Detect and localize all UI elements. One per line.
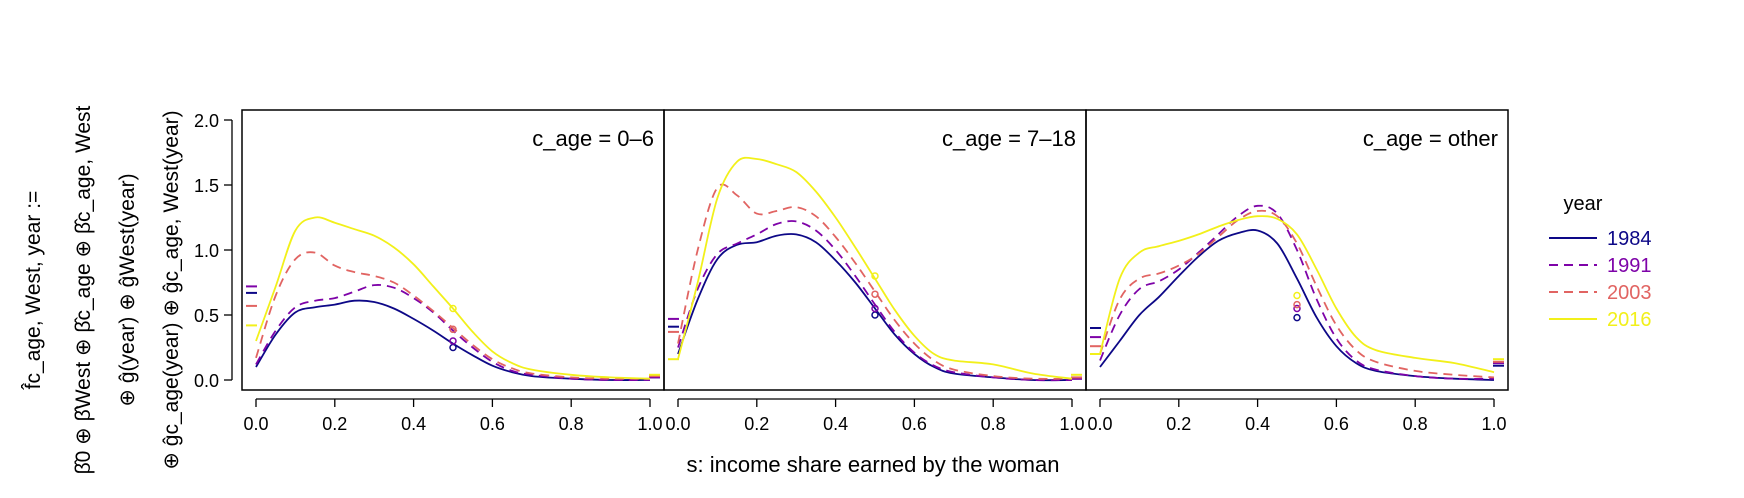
legend: year 1984 1991 2003 2016	[1549, 193, 1652, 331]
point-mass-half-1991	[1293, 304, 1301, 313]
x-tick-label: 0.6	[480, 414, 505, 434]
x-tick-label: 0.0	[243, 414, 268, 434]
x-tick-label: 0.6	[902, 414, 927, 434]
x-axis: 0.0 0.2 0.4 0.6 0.8 1.0	[665, 398, 1085, 434]
series-line-1984	[255, 299, 651, 381]
x-tick-label: 0.4	[1245, 414, 1270, 434]
panel-3: c_age = other 0.0 0.2 0.4 0.6 0.8 1.0	[1085, 109, 1509, 434]
legend-label: 1984	[1607, 228, 1652, 250]
y-axis-label-line-2: β̂0 ⊕ β̂West ⊕ β̂c_age ⊕ β̂c_age, West	[72, 105, 95, 474]
series-line-1991	[677, 220, 1073, 382]
point-mass-half-2016	[1293, 291, 1301, 300]
series-line-2016	[677, 156, 1073, 380]
x-axis: 0.0 0.2 0.4 0.6 0.8 1.0	[243, 398, 663, 434]
point-mass-half-1991	[449, 337, 457, 345]
y-tick-label: 0.0	[194, 371, 219, 391]
x-tick-label: 0.8	[1403, 414, 1428, 434]
series-line-1984	[677, 233, 1073, 382]
y-tick-label: 1.0	[194, 241, 219, 261]
x-tick-label: 0.8	[559, 414, 584, 434]
x-tick-label: 1.0	[637, 414, 662, 434]
x-tick-label: 1.0	[1481, 414, 1506, 434]
legend-label: 2003	[1607, 282, 1652, 304]
y-axis-label-line-1: f̂c_age, West, year :=	[22, 191, 45, 391]
x-tick-label: 0.8	[981, 414, 1006, 434]
panel-title: c_age = other	[1363, 126, 1498, 151]
panel-frame	[241, 109, 665, 391]
x-tick-label: 0.6	[1324, 414, 1349, 434]
series-line-1991	[1099, 204, 1495, 380]
y-axis-label: f̂c_age, West, year := β̂0 ⊕ β̂West ⊕ β̂…	[22, 105, 183, 474]
series-line-1984	[1099, 229, 1495, 381]
point-mass-half-1991	[871, 304, 879, 313]
legend-label: 1991	[1607, 255, 1652, 277]
x-tick-label: 0.0	[665, 414, 690, 434]
panel-title: c_age = 0–6	[532, 126, 654, 151]
x-tick-label: 1.0	[1059, 414, 1084, 434]
x-tick-label: 0.4	[401, 414, 426, 434]
y-tick-label: 1.5	[194, 176, 219, 196]
point-mass-half-2016	[871, 272, 879, 280]
y-axis-label-line-3: ⊕ ĝ(year) ⊕ ĝWest(year)	[116, 173, 139, 406]
x-tick-label: 0.0	[1087, 414, 1112, 434]
legend-label: 2016	[1607, 309, 1652, 331]
point-mass-half-1984	[871, 311, 879, 319]
y-axis: 0.0 0.5 1.0 1.5 2.0	[194, 111, 233, 391]
x-tick-label: 0.2	[744, 414, 769, 434]
series-line-2003	[1099, 209, 1495, 379]
x-tick-label: 0.4	[823, 414, 848, 434]
series-line-2016	[255, 216, 651, 380]
x-axis: 0.0 0.2 0.4 0.6 0.8 1.0	[1087, 398, 1507, 434]
series-line-2003	[255, 251, 651, 380]
y-tick-label: 0.5	[194, 306, 219, 326]
point-mass-half-2016	[449, 304, 457, 313]
point-mass-half-2003	[1293, 300, 1301, 309]
legend-entry-1984: 1984	[1549, 228, 1652, 250]
y-axis-label-line-4: ⊕ ĝc_age(year) ⊕ ĝc_age, West(year)	[160, 110, 183, 469]
point-mass-half-2003	[871, 290, 879, 298]
panel-1: c_age = 0–6 0.0 0.2 0.4 0.6 0.8 1.0	[241, 109, 665, 434]
point-mass-half-1984	[449, 343, 457, 352]
series-line-2016	[1099, 215, 1495, 374]
point-mass-half-1984	[1293, 313, 1301, 322]
legend-title: year	[1564, 193, 1603, 215]
x-tick-label: 0.2	[322, 414, 347, 434]
panel-2: c_age = 7–18 0.0 0.2 0.4 0.6 0.8 1.0	[663, 109, 1087, 434]
x-axis-label: s: income share earned by the woman	[687, 452, 1060, 477]
legend-entry-1991: 1991	[1549, 255, 1652, 277]
point-mass-half-2003	[449, 325, 457, 334]
panel-frame	[1085, 109, 1509, 391]
x-tick-label: 0.2	[1166, 414, 1191, 434]
y-tick-label: 2.0	[194, 111, 219, 131]
panel-title: c_age = 7–18	[942, 126, 1076, 151]
series-line-2003	[677, 183, 1073, 380]
legend-entry-2003: 2003	[1549, 282, 1652, 304]
legend-entry-2016: 2016	[1549, 309, 1652, 331]
